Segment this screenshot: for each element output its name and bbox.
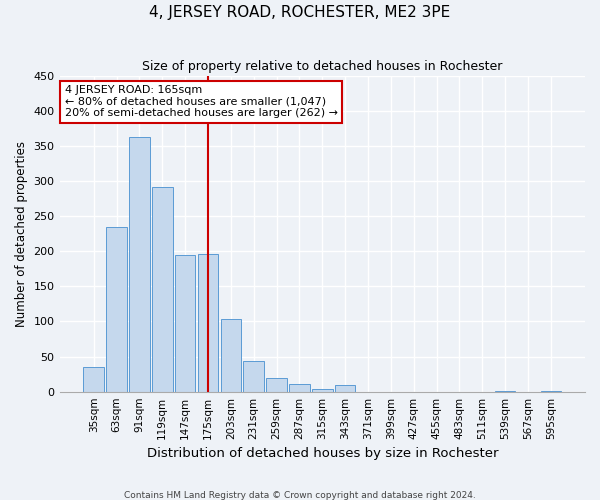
Bar <box>244 361 264 392</box>
Bar <box>198 254 218 392</box>
Bar <box>541 391 561 392</box>
Text: Contains HM Land Registry data © Crown copyright and database right 2024.: Contains HM Land Registry data © Crown c… <box>124 490 476 500</box>
Bar <box>289 384 310 392</box>
X-axis label: Distribution of detached houses by size in Rochester: Distribution of detached houses by size … <box>146 447 498 460</box>
Y-axis label: Number of detached properties: Number of detached properties <box>15 140 28 326</box>
Bar <box>335 386 355 392</box>
Bar <box>106 226 127 392</box>
Bar <box>312 389 332 392</box>
Bar <box>266 378 287 392</box>
Text: 4, JERSEY ROAD, ROCHESTER, ME2 3PE: 4, JERSEY ROAD, ROCHESTER, ME2 3PE <box>149 5 451 20</box>
Bar <box>83 367 104 392</box>
Bar <box>495 391 515 392</box>
Bar <box>129 136 150 392</box>
Bar <box>175 254 196 392</box>
Bar <box>221 318 241 392</box>
Bar <box>152 186 173 392</box>
Text: 4 JERSEY ROAD: 165sqm
← 80% of detached houses are smaller (1,047)
20% of semi-d: 4 JERSEY ROAD: 165sqm ← 80% of detached … <box>65 85 338 118</box>
Title: Size of property relative to detached houses in Rochester: Size of property relative to detached ho… <box>142 60 502 73</box>
